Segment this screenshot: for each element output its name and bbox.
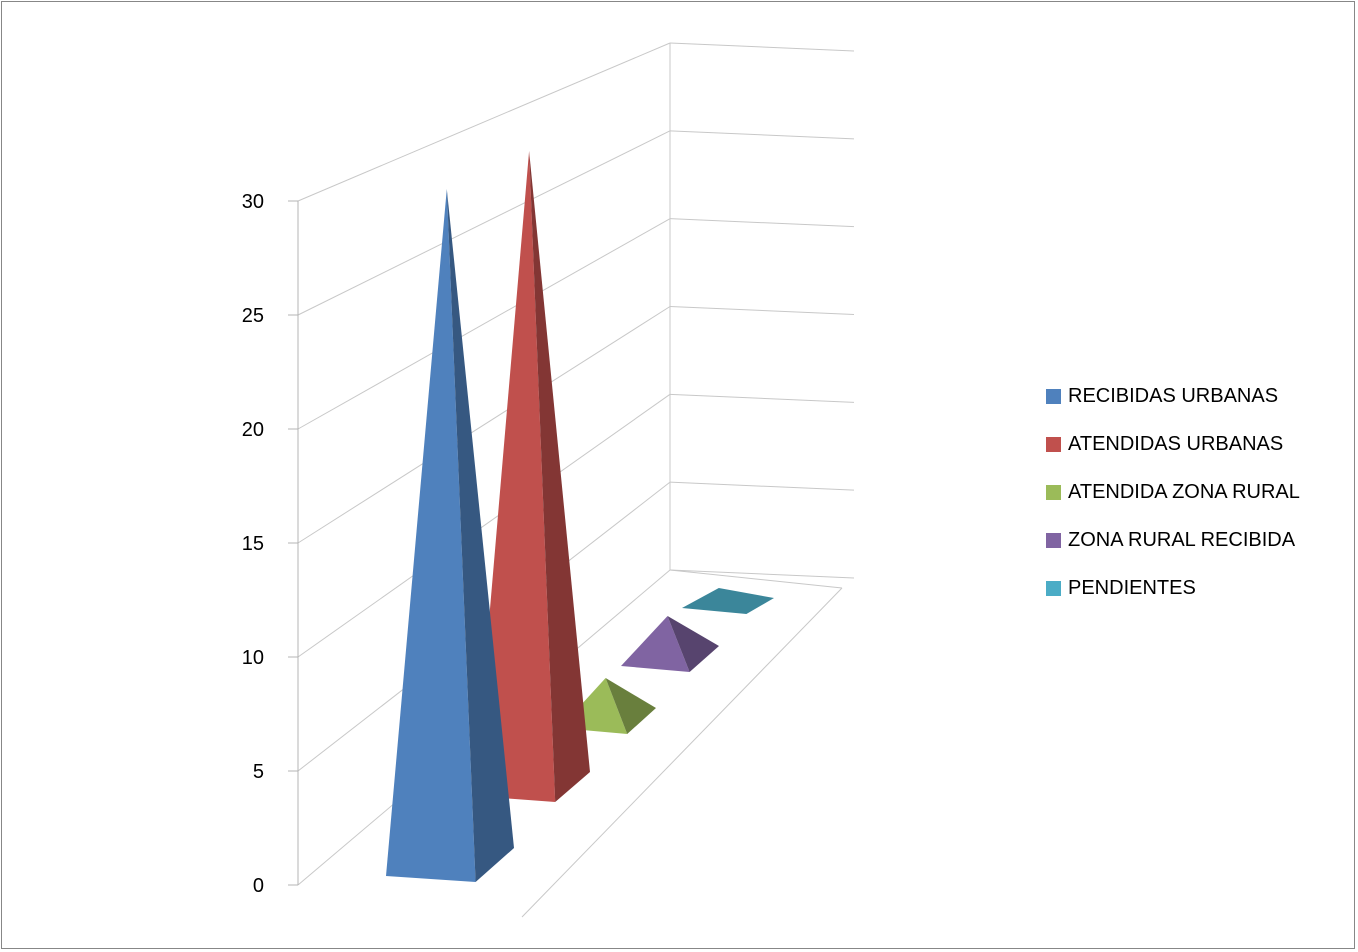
- bar-face-side: [667, 616, 719, 672]
- legend-label: ZONA RURAL RECIBIDA: [1068, 528, 1296, 551]
- legend-label: ATENDIDAS URBANAS: [1068, 432, 1284, 455]
- gridline-back-25: [669, 130, 855, 140]
- y-tick-label-15: 15: [242, 533, 264, 555]
- bar-face-front: [386, 189, 476, 882]
- bar-face-front: [474, 151, 556, 802]
- floor-right-edge: [521, 587, 843, 918]
- gridline-back-0: [669, 569, 855, 579]
- bar-pendientes: [682, 588, 774, 614]
- gridline-side-25: [297, 130, 671, 316]
- gridline-back-10: [669, 393, 855, 403]
- legend-label: RECIBIDAS URBANAS: [1068, 384, 1279, 407]
- legend-swatch: [1046, 580, 1061, 596]
- y-tick-label-10: 10: [242, 647, 264, 669]
- legend-item-recibidas-urbanas: RECIBIDAS URBANAS: [1046, 372, 1300, 420]
- bar-atendidas-urbanas: [474, 151, 590, 802]
- bars: [386, 151, 774, 882]
- gridline-back-20: [669, 218, 855, 228]
- bar-face-flat: [682, 588, 774, 614]
- gridline-side-10: [297, 393, 671, 658]
- legend-swatch: [1046, 388, 1061, 404]
- bar-recibidas-urbanas: [386, 189, 514, 882]
- legend-label: ATENDIDA ZONA RURAL: [1068, 480, 1300, 503]
- gridline-side-30: [297, 42, 671, 202]
- y-tick-label-20: 20: [242, 419, 264, 441]
- legend-label: PENDIENTES: [1068, 576, 1196, 599]
- y-tick-label-30: 30: [242, 191, 264, 213]
- bar-face-side: [529, 151, 590, 802]
- gridline-back-5: [669, 481, 855, 491]
- bar-face-side: [446, 189, 514, 882]
- legend-swatch: [1046, 436, 1061, 452]
- legend-item-atendidas-urbanas: ATENDIDAS URBANAS: [1046, 420, 1300, 468]
- y-tick-label-5: 5: [253, 761, 264, 783]
- gridline-back-30: [669, 42, 855, 52]
- gridline-side-15: [297, 306, 671, 544]
- floor-back-edge: [669, 569, 843, 589]
- bar-zona-rural-recibida: [621, 616, 719, 672]
- gridlines: [297, 42, 855, 886]
- legend-swatch: [1046, 532, 1061, 548]
- y-axis-ticks: 0 5 10 15 20 25 30: [242, 191, 298, 897]
- gridline-back-15: [669, 306, 855, 315]
- y-tick-label-25: 25: [242, 305, 264, 327]
- y-tick-label-0: 0: [253, 875, 264, 897]
- legend-item-pendientes: PENDIENTES: [1046, 564, 1300, 612]
- gridline-side-20: [297, 218, 671, 430]
- legend-item-atendida-zona-rural: ATENDIDA ZONA RURAL: [1046, 468, 1300, 516]
- legend: RECIBIDAS URBANAS ATENDIDAS URBANAS ATENDI…: [1046, 372, 1300, 612]
- legend-item-zona-rural-recibida: ZONA RURAL RECIBIDA: [1046, 516, 1300, 564]
- legend-swatch: [1046, 484, 1061, 500]
- bar-face-side: [605, 678, 656, 734]
- bar-face-front: [621, 616, 690, 672]
